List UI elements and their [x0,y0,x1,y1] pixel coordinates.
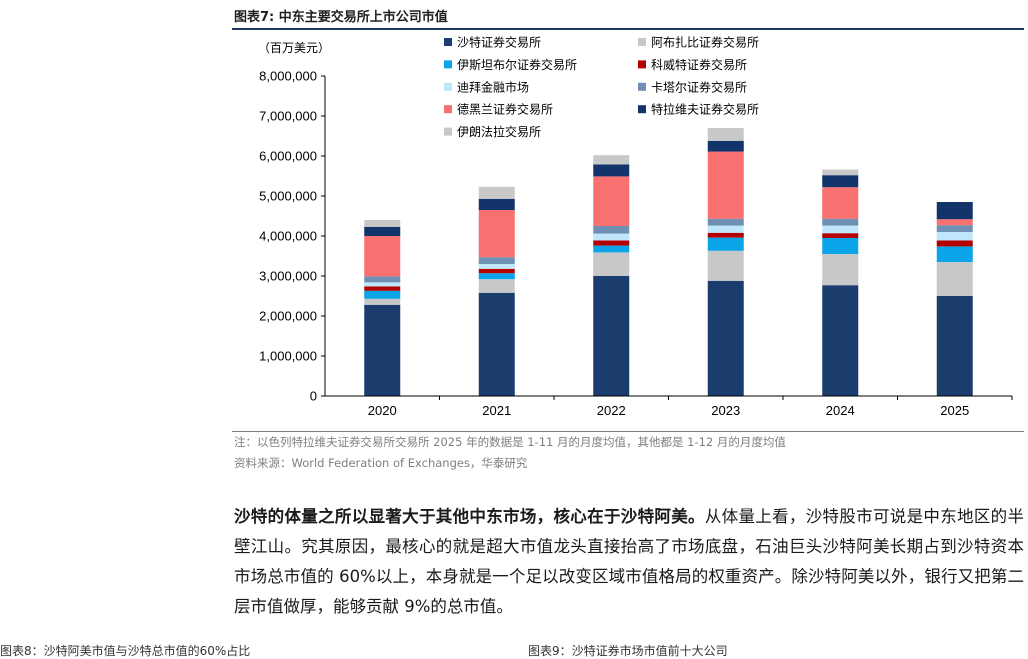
legend-label: 德黑兰证券交易所 [457,102,553,117]
bar-segment [822,285,859,396]
footer-right-caption: 图表9：沙特证券市场市值前十大公司 [528,644,728,658]
legend-swatch [638,38,646,46]
bar-segment [707,232,744,238]
legend-label: 特拉维夫证券交易所 [651,102,759,117]
y-tick-label: 3,000,000 [259,269,317,284]
bar-segment [822,169,859,176]
y-tick-label: 6,000,000 [259,149,317,164]
footer-left-caption: 图表8：沙特阿美市值与沙特总市值的60%占比 [0,644,251,658]
bar-segment [822,233,859,238]
legend-swatch [638,105,646,114]
bar-segment [707,128,744,141]
bar-segment [707,250,744,281]
bar-segment [364,298,401,305]
bar-segment [364,286,401,291]
bar-segment [936,262,973,296]
bar-segment [364,220,401,227]
chart-source: 资料来源：World Federation of Exchanges，华泰研究 [234,456,528,470]
bar-segment [593,252,630,276]
bar-segment [593,245,630,253]
x-tick-label: 2023 [711,403,740,418]
bar-segment [364,282,401,287]
bar-segment [593,176,630,226]
bar-segment [822,218,859,226]
bar-segment [936,219,973,226]
bar-segment [593,164,630,177]
title-rule [232,28,1024,30]
legend-label: 沙特证券交易所 [457,35,541,50]
bar-segment [478,279,515,293]
body-lead: 沙特的体量之所以显著大于其他中东市场，核心在于沙特阿美。 [234,507,705,526]
y-tick-label: 8,000,000 [259,69,317,84]
bar-segment [478,292,515,396]
bar-segment [936,296,973,396]
bar-segment [593,276,630,396]
bar-segment [936,202,973,220]
legend-label: 伊朗法拉交易所 [457,124,541,139]
legend-swatch [444,105,452,114]
bar-segment [364,236,401,277]
bar-segment [707,218,744,226]
x-tick-label: 2022 [597,403,626,418]
bar-segment [707,280,744,396]
legend-swatch [444,60,452,69]
bar-segment [822,238,859,254]
legend-swatch [638,82,646,91]
y-unit-label: （百万美元） [258,41,330,55]
bar-segment [707,237,744,251]
bar-segment [478,268,515,274]
y-tick-label: 1,000,000 [259,349,317,364]
bar-segment [936,240,973,247]
legend-label: 伊斯坦布尔证券交易所 [457,57,577,72]
bar-segment [478,273,515,280]
bar-segment [822,254,859,286]
bar-segment [936,246,973,262]
y-tick-label: 7,000,000 [259,109,317,124]
x-tick-label: 2025 [940,403,969,418]
bar-segment [478,210,515,258]
bar-segment [364,276,401,283]
legend-label: 阿布扎比证券交易所 [651,35,759,50]
bar-segment [593,226,630,234]
bar-segment [593,155,630,165]
notes-rule [232,431,1024,432]
bar-segment [364,226,401,236]
bar-segment [822,187,859,219]
chart-note: 注：以色列特拉维夫证券交易所交易所 2025 年的数据是 1-11 月的月度均值… [234,435,786,449]
body-text: 从体量上看，沙特股市可说是中东地区的半壁江山。究其原因，最核心的就是超大市值龙头… [234,507,1025,616]
bar-segment [478,264,515,269]
legend-swatch [444,127,452,136]
bar-segment [822,225,859,234]
bar-segment [936,225,973,232]
x-tick-label: 2021 [482,403,511,418]
bar-segment [707,140,744,152]
bar-segment [707,225,744,233]
x-tick-label: 2024 [826,403,855,418]
y-tick-label: 2,000,000 [259,309,317,324]
y-tick-label: 4,000,000 [259,229,317,244]
y-tick-label: 0 [310,389,317,404]
y-tick-label: 5,000,000 [259,189,317,204]
legend-swatch [444,82,452,91]
bar-segment [707,151,744,219]
figure-title: 图表7: 中东主要交易所上市公司市值 [234,10,448,25]
bar-segment [936,232,973,241]
bar-segment [593,233,630,241]
legend-swatch [638,60,646,69]
bar-segment [478,257,515,264]
bar-segment [822,175,859,188]
legend-swatch [444,38,452,46]
legend-label: 科威特证券交易所 [651,57,747,72]
bar-segment [364,304,401,396]
legend-label: 卡塔尔证券交易所 [651,79,747,94]
bar-segment [364,290,401,299]
legend-label: 迪拜金融市场 [457,79,529,94]
x-tick-label: 2020 [368,403,397,418]
bar-segment [593,240,630,246]
bar-segment [478,186,515,199]
body-paragraph: 沙特的体量之所以显著大于其他中东市场，核心在于沙特阿美。从体量上看，沙特股市可说… [234,502,1024,622]
bar-segment [478,198,515,210]
